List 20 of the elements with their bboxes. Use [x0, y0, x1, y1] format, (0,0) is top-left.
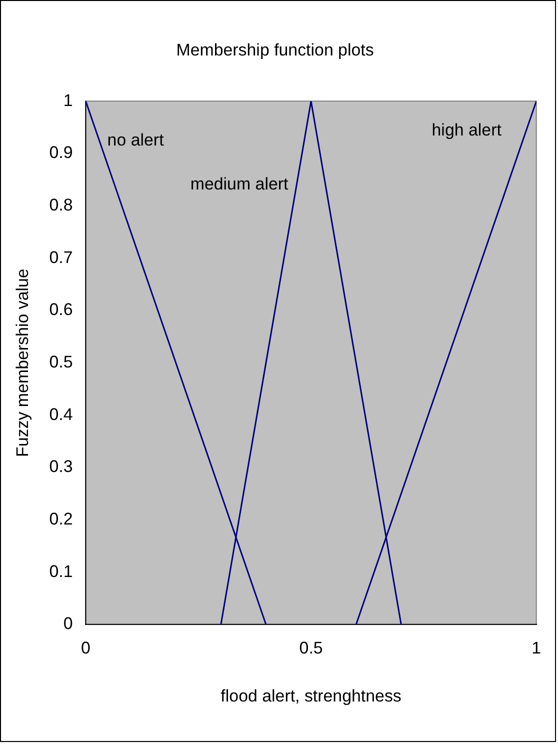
x-tick-label: 0 — [81, 638, 90, 658]
series-label: no alert — [107, 130, 164, 150]
x-axis-title: flood alert, strenghtness — [220, 686, 402, 706]
y-tick-label: 0.5 — [49, 352, 73, 372]
chart-title: Membership function plots — [176, 40, 374, 60]
series-label: high alert — [432, 120, 502, 140]
y-axis-title: Fuzzy membershio value — [12, 268, 32, 457]
y-tick-label: 0.1 — [49, 562, 73, 581]
y-tick-label: 0.6 — [49, 300, 73, 320]
y-tick-label: 0.3 — [49, 457, 73, 476]
y-tick-label: 0.2 — [49, 510, 73, 529]
y-tick-label: 0.7 — [49, 248, 73, 267]
y-tick-label: 0.9 — [49, 143, 73, 162]
series-label: medium alert — [190, 174, 289, 194]
y-tick-label: 0 — [63, 614, 73, 634]
x-tick-label: 1 — [532, 638, 542, 658]
y-tick-label: 0.4 — [49, 404, 73, 424]
y-tick-label: 0.8 — [49, 195, 73, 214]
y-tick-label: 1 — [63, 90, 73, 110]
x-tick-label: 0.5 — [299, 638, 323, 658]
